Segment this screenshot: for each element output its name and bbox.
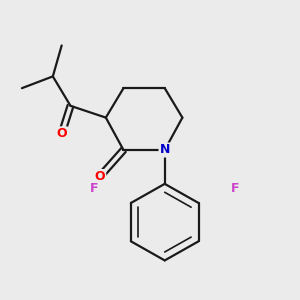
Text: N: N bbox=[160, 143, 170, 157]
Text: F: F bbox=[231, 182, 240, 195]
Text: F: F bbox=[90, 182, 98, 195]
Text: O: O bbox=[56, 127, 67, 140]
Text: O: O bbox=[94, 170, 105, 183]
